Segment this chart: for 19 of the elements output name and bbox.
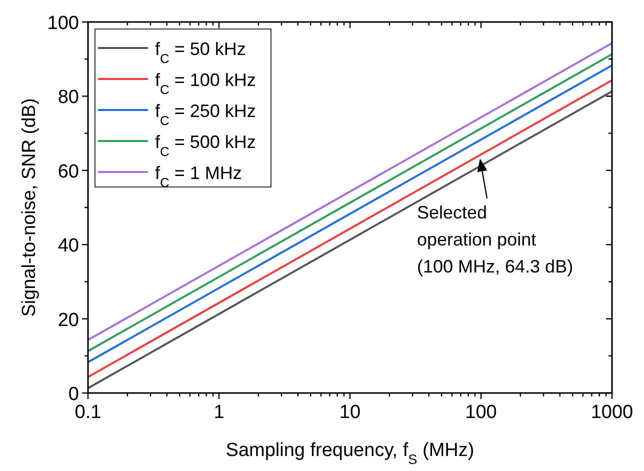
x-tick-label: 1: [214, 402, 224, 423]
x-tick-label: 100: [465, 402, 497, 423]
y-axis-title: Signal-to-noise, SNR (dB): [19, 98, 40, 317]
y-tick-label: 80: [58, 87, 79, 108]
y-tick-label: 0: [68, 384, 79, 405]
legend-label: f$_{C}$ = 500 kHz: [155, 132, 256, 158]
legend-label: f$_{C}$ = 250 kHz: [155, 101, 256, 128]
legend-label: f$_{C}$ = 1 MHz: [155, 163, 242, 190]
legend-label: f$_{C}$ = 100 kHz: [155, 70, 256, 96]
x-tick-label: 10: [339, 402, 361, 423]
y-tick-label: 40: [58, 236, 79, 257]
y-tick-label: 20: [58, 310, 79, 331]
y-tick-label: 60: [58, 161, 79, 182]
y-tick-label: 100: [47, 13, 79, 34]
annotation: Selected operation point (100 MHz, 64.3 dB): [417, 202, 574, 276]
x-axis-title: Sampling frequency, f$_{S}$ (MHz): [226, 440, 474, 466]
x-tick-label: 0.1: [74, 402, 102, 423]
legend-label: f$_{C}$ = 50 kHz: [155, 39, 246, 66]
x-tick-label: 1000: [590, 402, 634, 423]
